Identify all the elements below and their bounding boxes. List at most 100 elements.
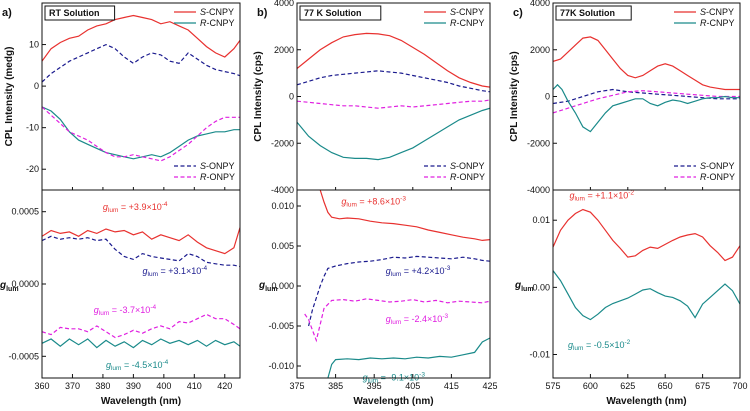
chart-title: RT Solution [49, 8, 100, 18]
y-tick-label: -4000 [527, 185, 550, 195]
g-lum-annotation: glum = -4.5×10-4 [106, 359, 169, 372]
legend-upper-label: R-CNPY [200, 18, 235, 28]
panel-label: b) [257, 7, 268, 19]
y-tick-label: 10 [29, 40, 39, 50]
plot-frame-bottom [41, 189, 241, 379]
x-tick-label: 410 [187, 381, 202, 391]
x-axis-label: Wavelength (nm) [101, 396, 181, 407]
y-tick-label: 0 [545, 92, 550, 102]
plot-frame-bottom [552, 189, 741, 379]
series-R-CNPY [553, 83, 740, 133]
top-series [297, 32, 490, 161]
y-tick-label: 4000 [530, 0, 550, 8]
legend-upper-label: S-CNPY [200, 7, 234, 17]
series-S-CNPY [319, 190, 490, 242]
y-tick-label: 0.010 [271, 201, 294, 211]
y-axis-label: glum [514, 280, 534, 293]
legend-upper-label: R-CNPY [450, 18, 485, 28]
x-tick-label: 600 [583, 381, 598, 391]
x-tick-label: 420 [217, 381, 232, 391]
legend-lower-label: S-ONPY [200, 161, 235, 171]
panel-0: -20 -10 0 10 CPL Intensity (medg) RT Solution… [0, 2, 241, 407]
series-R-ONPY [42, 313, 240, 339]
top-series [553, 36, 740, 133]
panel-label: a) [2, 7, 12, 19]
y-tick-label: -2000 [527, 138, 550, 148]
legend-upper-label: R-CNPY [700, 18, 735, 28]
y-tick-label: 0 [34, 81, 39, 91]
y-tick-label: 2000 [530, 45, 550, 55]
series-S-ONPY [42, 235, 240, 268]
bottom-series [42, 227, 240, 349]
x-tick-label: 400 [156, 381, 171, 391]
x-tick-label: 390 [126, 381, 141, 391]
y-tick-label: -0.005 [268, 321, 294, 331]
x-tick-label: 675 [695, 381, 710, 391]
title-box [299, 5, 382, 21]
y-tick-label: 0.000 [271, 281, 294, 291]
legend-lower-label: R-ONPY [450, 172, 485, 182]
bottom-series [304, 190, 490, 378]
panel-2-top: -4000 -2000 0 2000 4000 CPL Intensity (cps) 77… [509, 0, 741, 195]
y-axis-label: CPL Intensity (cps) [253, 51, 264, 141]
series-S-ONPY [553, 88, 740, 105]
y-tick-label: 0.0000 [11, 279, 39, 289]
legend-lower-label: R-ONPY [200, 172, 235, 182]
y-tick-label: -4000 [271, 185, 294, 195]
y-tick-label: -2000 [271, 138, 294, 148]
panel-0-top: -20 -10 0 10 CPL Intensity (medg) RT Solution… [2, 2, 241, 191]
y-tick-label: 0.0005 [11, 207, 39, 217]
x-tick-label: 360 [34, 381, 49, 391]
plot-frame-bottom [296, 189, 491, 379]
y-axis-label: glum [0, 280, 19, 293]
y-tick-label: -0.010 [268, 361, 294, 371]
panel-2-bottom: -0.01 0.00 0.01 glum glum = +1.1×10-2 glum = … [514, 189, 748, 407]
series-R-CNPY [42, 338, 240, 349]
y-tick-label: 2000 [274, 45, 294, 55]
x-tick-label: 700 [732, 381, 747, 391]
x-axis-label: Wavelength (nm) [606, 396, 686, 407]
legend-lower-label: S-ONPY [450, 161, 485, 171]
chart-title: 77K Solution [560, 8, 615, 18]
bottom-series [553, 208, 740, 321]
series-R-CNPY [553, 270, 740, 321]
g-lum-annotation: glum = +1.1×10-2 [569, 190, 634, 203]
top-series [42, 14, 240, 162]
g-lum-annotation: glum = -3.7×10-4 [94, 304, 157, 317]
title-box [555, 5, 632, 21]
x-tick-label: 625 [620, 381, 635, 391]
series-S-CNPY [553, 36, 740, 91]
series-S-ONPY [308, 255, 490, 327]
series-S-CNPY [42, 14, 240, 62]
x-tick-label: 575 [545, 381, 560, 391]
y-tick-label: 4000 [274, 0, 294, 8]
series-R-CNPY [297, 107, 490, 161]
series-R-CNPY [327, 337, 490, 378]
y-axis-label: CPL Intensity (medg) [4, 47, 15, 147]
x-tick-label: 395 [367, 381, 382, 391]
y-tick-label: 0.01 [532, 215, 550, 225]
g-lum-annotation: glum = -0.5×10-2 [568, 339, 631, 352]
legend-upper-label: S-CNPY [450, 7, 484, 17]
g-lum-annotation: glum = +3.9×10-4 [103, 201, 168, 214]
series-R-ONPY [304, 298, 490, 343]
g-lum-annotation: glum = -2.4×10-3 [386, 313, 449, 326]
x-tick-label: 370 [65, 381, 80, 391]
series-R-ONPY [553, 90, 740, 114]
x-tick-label: 415 [444, 381, 459, 391]
y-tick-label: -0.01 [529, 350, 550, 360]
x-tick-label: 375 [289, 381, 304, 391]
x-tick-label: 385 [328, 381, 343, 391]
y-tick-label: 0.005 [271, 241, 294, 251]
g-lum-annotation: glum = +8.6×10-3 [341, 195, 406, 208]
g-lum-annotation: glum = -9.1×10-3 [363, 371, 426, 384]
title-box [44, 5, 116, 21]
panel-1-top: -4000 -2000 0 2000 4000 CPL Intensity (cps) 77… [253, 0, 491, 195]
y-axis-label: glum [258, 280, 278, 293]
panel-label: c) [513, 7, 523, 19]
y-tick-label: -20 [26, 164, 39, 174]
series-R-ONPY [297, 99, 490, 109]
panel-1: -4000 -2000 0 2000 4000 CPL Intensity (cps) 77… [253, 0, 498, 407]
y-tick-label: -0.0005 [8, 351, 39, 361]
